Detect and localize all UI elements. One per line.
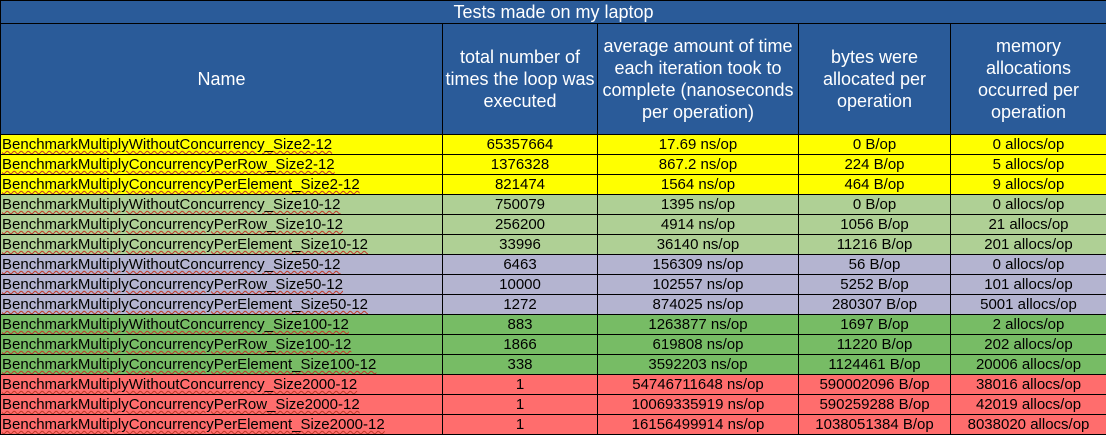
cell-allocs: 20006 allocs/op bbox=[951, 355, 1106, 375]
cell-time: 619808 ns/op bbox=[598, 335, 799, 355]
table-row: BenchmarkMultiplyConcurrencyPerRow_Size2… bbox=[1, 155, 1106, 175]
table-row: BenchmarkMultiplyWithoutConcurrency_Size… bbox=[1, 135, 1106, 155]
cell-time: 10069335919 ns/op bbox=[598, 395, 799, 415]
cell-name: BenchmarkMultiplyWithoutConcurrency_Size… bbox=[1, 255, 443, 275]
cell-name: BenchmarkMultiplyConcurrencyPerRow_Size2… bbox=[1, 155, 443, 175]
table-row: BenchmarkMultiplyWithoutConcurrency_Size… bbox=[1, 255, 1106, 275]
cell-bytes: 280307 B/op bbox=[799, 295, 951, 315]
cell-bytes: 1124461 B/op bbox=[799, 355, 951, 375]
cell-allocs: 0 allocs/op bbox=[951, 195, 1106, 215]
cell-time: 17.69 ns/op bbox=[598, 135, 799, 155]
cell-loops: 1376328 bbox=[443, 155, 598, 175]
cell-loops: 1 bbox=[443, 395, 598, 415]
cell-name: BenchmarkMultiplyWithoutConcurrency_Size… bbox=[1, 375, 443, 395]
cell-bytes: 0 B/op bbox=[799, 135, 951, 155]
cell-time: 156309 ns/op bbox=[598, 255, 799, 275]
cell-bytes: 56 B/op bbox=[799, 255, 951, 275]
cell-time: 3592203 ns/op bbox=[598, 355, 799, 375]
cell-bytes: 1056 B/op bbox=[799, 215, 951, 235]
cell-loops: 65357664 bbox=[443, 135, 598, 155]
table-row: BenchmarkMultiplyWithoutConcurrency_Size… bbox=[1, 315, 1106, 335]
cell-name: BenchmarkMultiplyConcurrencyPerRow_Size2… bbox=[1, 395, 443, 415]
cell-name: BenchmarkMultiplyConcurrencyPerRow_Size1… bbox=[1, 335, 443, 355]
table-row: BenchmarkMultiplyConcurrencyPerElement_S… bbox=[1, 235, 1106, 255]
cell-time: 36140 ns/op bbox=[598, 235, 799, 255]
cell-time: 16156499914 ns/op bbox=[598, 415, 799, 435]
cell-loops: 1866 bbox=[443, 335, 598, 355]
cell-bytes: 1038051384 B/op bbox=[799, 415, 951, 435]
cell-allocs: 101 allocs/op bbox=[951, 275, 1106, 295]
cell-loops: 750079 bbox=[443, 195, 598, 215]
cell-time: 867.2 ns/op bbox=[598, 155, 799, 175]
cell-allocs: 0 allocs/op bbox=[951, 135, 1106, 155]
table-row: BenchmarkMultiplyConcurrencyPerElement_S… bbox=[1, 355, 1106, 375]
table-row: BenchmarkMultiplyWithoutConcurrency_Size… bbox=[1, 375, 1106, 395]
table-row: BenchmarkMultiplyConcurrencyPerElement_S… bbox=[1, 175, 1106, 195]
cell-loops: 1 bbox=[443, 375, 598, 395]
cell-allocs: 2 allocs/op bbox=[951, 315, 1106, 335]
header-name: Name bbox=[1, 24, 443, 135]
table-row: BenchmarkMultiplyConcurrencyPerElement_S… bbox=[1, 415, 1106, 435]
cell-loops: 1 bbox=[443, 415, 598, 435]
cell-name: BenchmarkMultiplyConcurrencyPerElement_S… bbox=[1, 415, 443, 435]
table-row: BenchmarkMultiplyConcurrencyPerRow_Size5… bbox=[1, 275, 1106, 295]
cell-bytes: 11216 B/op bbox=[799, 235, 951, 255]
cell-name: BenchmarkMultiplyWithoutConcurrency_Size… bbox=[1, 315, 443, 335]
table-title: Tests made on my laptop bbox=[1, 1, 1106, 24]
cell-allocs: 0 allocs/op bbox=[951, 255, 1106, 275]
cell-name: BenchmarkMultiplyConcurrencyPerRow_Size5… bbox=[1, 275, 443, 295]
table-row: BenchmarkMultiplyWithoutConcurrency_Size… bbox=[1, 195, 1106, 215]
cell-bytes: 464 B/op bbox=[799, 175, 951, 195]
header-allocs: memory allocations occurred per operatio… bbox=[951, 24, 1106, 135]
cell-name: BenchmarkMultiplyWithoutConcurrency_Size… bbox=[1, 135, 443, 155]
cell-time: 54746711648 ns/op bbox=[598, 375, 799, 395]
cell-loops: 338 bbox=[443, 355, 598, 375]
cell-name: BenchmarkMultiplyConcurrencyPerElement_S… bbox=[1, 175, 443, 195]
cell-time: 1564 ns/op bbox=[598, 175, 799, 195]
cell-loops: 256200 bbox=[443, 215, 598, 235]
cell-allocs: 8038020 allocs/op bbox=[951, 415, 1106, 435]
cell-time: 1263877 ns/op bbox=[598, 315, 799, 335]
table-row: BenchmarkMultiplyConcurrencyPerRow_Size1… bbox=[1, 215, 1106, 235]
table-row: BenchmarkMultiplyConcurrencyPerElement_S… bbox=[1, 295, 1106, 315]
header-time: average amount of time each iteration to… bbox=[598, 24, 799, 135]
table-row: BenchmarkMultiplyConcurrencyPerRow_Size1… bbox=[1, 335, 1106, 355]
cell-allocs: 38016 allocs/op bbox=[951, 375, 1106, 395]
cell-bytes: 1697 B/op bbox=[799, 315, 951, 335]
cell-loops: 1272 bbox=[443, 295, 598, 315]
cell-bytes: 590002096 B/op bbox=[799, 375, 951, 395]
cell-bytes: 11220 B/op bbox=[799, 335, 951, 355]
cell-name: BenchmarkMultiplyWithoutConcurrency_Size… bbox=[1, 195, 443, 215]
cell-bytes: 590259288 B/op bbox=[799, 395, 951, 415]
cell-allocs: 9 allocs/op bbox=[951, 175, 1106, 195]
header-bytes: bytes were allocated per operation bbox=[799, 24, 951, 135]
cell-allocs: 201 allocs/op bbox=[951, 235, 1106, 255]
cell-allocs: 5001 allocs/op bbox=[951, 295, 1106, 315]
cell-name: BenchmarkMultiplyConcurrencyPerElement_S… bbox=[1, 235, 443, 255]
header-loops: total number of times the loop was execu… bbox=[443, 24, 598, 135]
cell-time: 4914 ns/op bbox=[598, 215, 799, 235]
cell-name: BenchmarkMultiplyConcurrencyPerElement_S… bbox=[1, 355, 443, 375]
cell-time: 1395 ns/op bbox=[598, 195, 799, 215]
cell-loops: 33996 bbox=[443, 235, 598, 255]
cell-time: 102557 ns/op bbox=[598, 275, 799, 295]
cell-bytes: 0 B/op bbox=[799, 195, 951, 215]
cell-allocs: 42019 allocs/op bbox=[951, 395, 1106, 415]
cell-allocs: 21 allocs/op bbox=[951, 215, 1106, 235]
cell-loops: 821474 bbox=[443, 175, 598, 195]
cell-bytes: 5252 B/op bbox=[799, 275, 951, 295]
cell-loops: 883 bbox=[443, 315, 598, 335]
cell-loops: 6463 bbox=[443, 255, 598, 275]
cell-name: BenchmarkMultiplyConcurrencyPerElement_S… bbox=[1, 295, 443, 315]
cell-allocs: 202 allocs/op bbox=[951, 335, 1106, 355]
cell-bytes: 224 B/op bbox=[799, 155, 951, 175]
cell-loops: 10000 bbox=[443, 275, 598, 295]
cell-time: 874025 ns/op bbox=[598, 295, 799, 315]
table-row: BenchmarkMultiplyConcurrencyPerRow_Size2… bbox=[1, 395, 1106, 415]
cell-allocs: 5 allocs/op bbox=[951, 155, 1106, 175]
cell-name: BenchmarkMultiplyConcurrencyPerRow_Size1… bbox=[1, 215, 443, 235]
